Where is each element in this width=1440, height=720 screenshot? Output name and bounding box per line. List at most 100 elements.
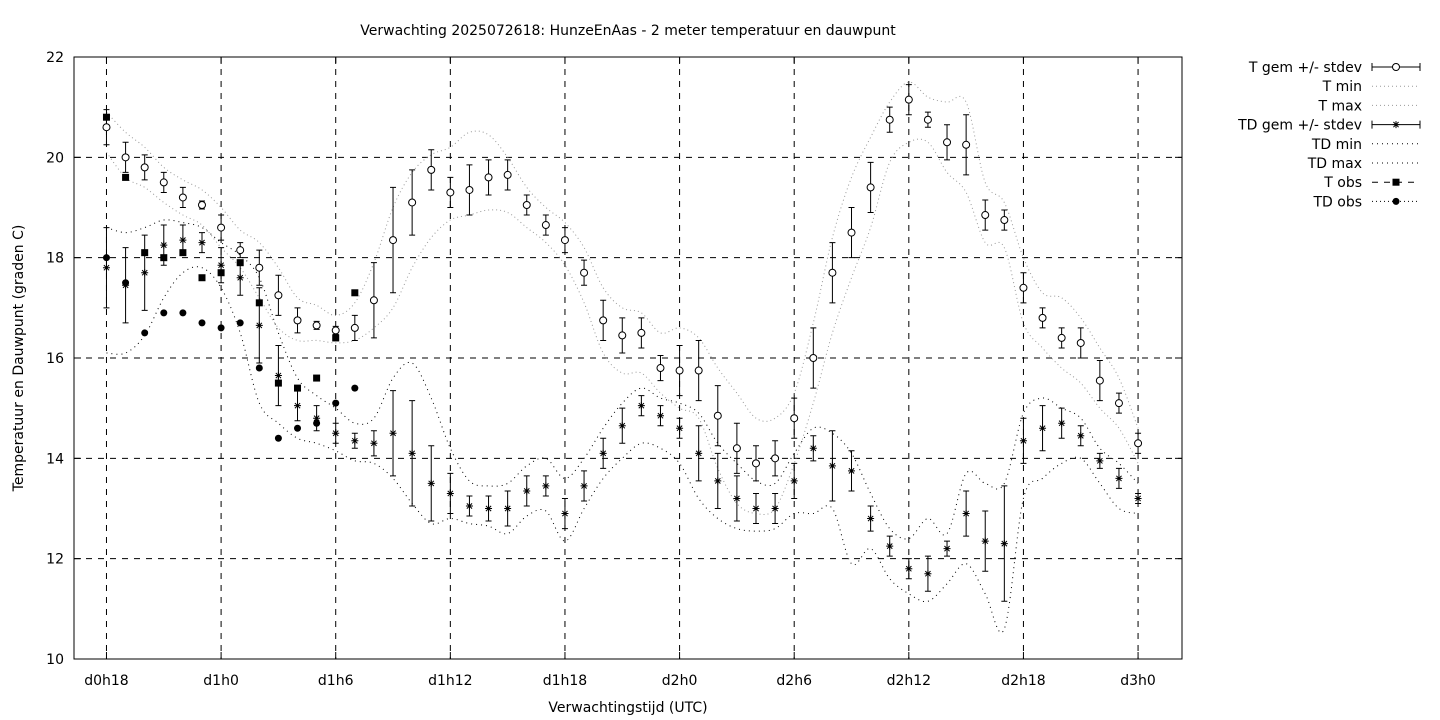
td-mean-point <box>523 487 531 495</box>
t-mean-point <box>140 163 149 172</box>
td-mean-point <box>465 502 473 510</box>
td-mean-point <box>427 479 435 487</box>
x-tick-label: d1h18 <box>543 673 587 689</box>
t-mean-point <box>1114 399 1123 408</box>
td-obs-point <box>198 319 206 327</box>
t-mean-point <box>236 246 245 255</box>
t-mean-point <box>809 354 818 362</box>
td-obs-point <box>351 384 359 392</box>
t-mean-point <box>427 165 436 174</box>
legend-marker <box>1392 178 1400 186</box>
t-obs-point <box>236 259 244 267</box>
x-tick-label: d2h12 <box>887 673 931 689</box>
x-axis-label: Verwachtingstijd (UTC) <box>548 700 707 716</box>
td-mean-point <box>236 274 244 282</box>
t-mean-point <box>732 444 741 453</box>
t-mean-point <box>312 321 321 330</box>
t-obs-point <box>141 249 149 257</box>
td-mean-point <box>733 494 741 502</box>
td-mean-point <box>542 482 550 490</box>
td-mean-point <box>408 449 416 457</box>
y-tick-label: 10 <box>46 652 64 668</box>
td-obs-point <box>179 309 187 317</box>
td-mean-point <box>446 489 454 497</box>
t-mean-point <box>981 211 990 220</box>
td-obs-point <box>160 309 168 317</box>
y-tick-label: 18 <box>46 251 64 267</box>
t-mean-point <box>885 115 894 124</box>
t-obs-point <box>198 274 206 282</box>
t-mean-point <box>541 221 550 230</box>
td-mean-point <box>790 477 798 485</box>
legend-label: T min <box>1322 79 1362 95</box>
t-max-line <box>106 81 1139 429</box>
td-mean-point <box>1077 432 1085 440</box>
td-mean-point <box>294 402 302 410</box>
td-mean-point <box>313 414 321 422</box>
td-mean-point <box>676 424 684 432</box>
y-tick-label: 12 <box>46 552 64 568</box>
t-mean-point <box>293 316 302 325</box>
td-mean-point <box>1096 457 1104 465</box>
t-mean-point <box>465 185 474 194</box>
td-mean-point <box>141 269 149 277</box>
t-mean-point <box>560 236 569 245</box>
y-tick-label: 14 <box>46 451 64 467</box>
legend-marker <box>1392 121 1400 129</box>
td-mean-point <box>561 510 569 518</box>
t-mean-point <box>446 188 455 197</box>
axis-ticks: 10 12 14 16 18 20 22 d0h18 d1h0 d1h6 d1h12 d1h18 d2h… <box>46 50 1182 689</box>
t-mean-point <box>522 200 531 209</box>
td-mean-point <box>198 239 206 247</box>
t-mean-point <box>923 115 932 124</box>
x-tick-label: d2h6 <box>776 673 812 689</box>
t-obs-point <box>217 269 225 277</box>
t-mean-point <box>847 228 856 237</box>
t-mean-point <box>828 268 837 277</box>
t-obs-point <box>160 254 168 262</box>
grid <box>74 57 1182 659</box>
td-mean-point <box>714 477 722 485</box>
t-mean-point <box>751 459 760 468</box>
t-mean-point <box>1057 333 1066 342</box>
td-mean-point <box>867 515 875 523</box>
td-mean-point <box>848 467 856 475</box>
t-obs-point <box>102 113 110 121</box>
t-mean-point <box>694 366 703 375</box>
td-mean-point <box>981 537 989 545</box>
td-mean-point <box>255 321 263 329</box>
t-mean-point <box>904 95 913 104</box>
t-obs-point <box>255 299 263 307</box>
td-mean-point <box>809 444 817 452</box>
td-obs-point <box>122 279 130 287</box>
t-mean-point <box>369 296 378 305</box>
td-mean-point <box>752 505 760 512</box>
td-obs-point <box>255 364 263 372</box>
td-obs-point <box>102 254 110 262</box>
td-mean-point <box>1115 474 1123 482</box>
t-mean-point <box>962 140 971 149</box>
td-mean-point <box>599 449 607 457</box>
legend: T gem +/- stdev T min T max TD gem +/- stde… <box>1237 60 1421 210</box>
t-mean-point <box>331 326 340 335</box>
legend-label: TD max <box>1307 156 1362 172</box>
t-mean-point <box>217 223 226 232</box>
x-tick-label: d2h0 <box>662 673 698 689</box>
t-obs-point <box>294 384 302 392</box>
legend-marker <box>1392 63 1400 71</box>
t-mean-point <box>389 236 398 245</box>
t-mean-point <box>350 323 359 332</box>
td-mean-point <box>771 505 779 512</box>
t-obs-point <box>274 379 282 387</box>
t-mean-point <box>866 183 875 192</box>
legend-marker <box>1392 197 1400 205</box>
legend-label: TD obs <box>1312 194 1362 210</box>
x-tick-label: d1h12 <box>428 673 472 689</box>
x-tick-label: d0h18 <box>84 673 128 689</box>
td-obs-point <box>217 324 225 332</box>
t-mean-point <box>484 173 493 182</box>
t-mean-point <box>274 291 283 300</box>
td-mean-point <box>905 565 913 573</box>
td-mean-point <box>828 462 836 470</box>
t-mean-point <box>790 414 799 423</box>
